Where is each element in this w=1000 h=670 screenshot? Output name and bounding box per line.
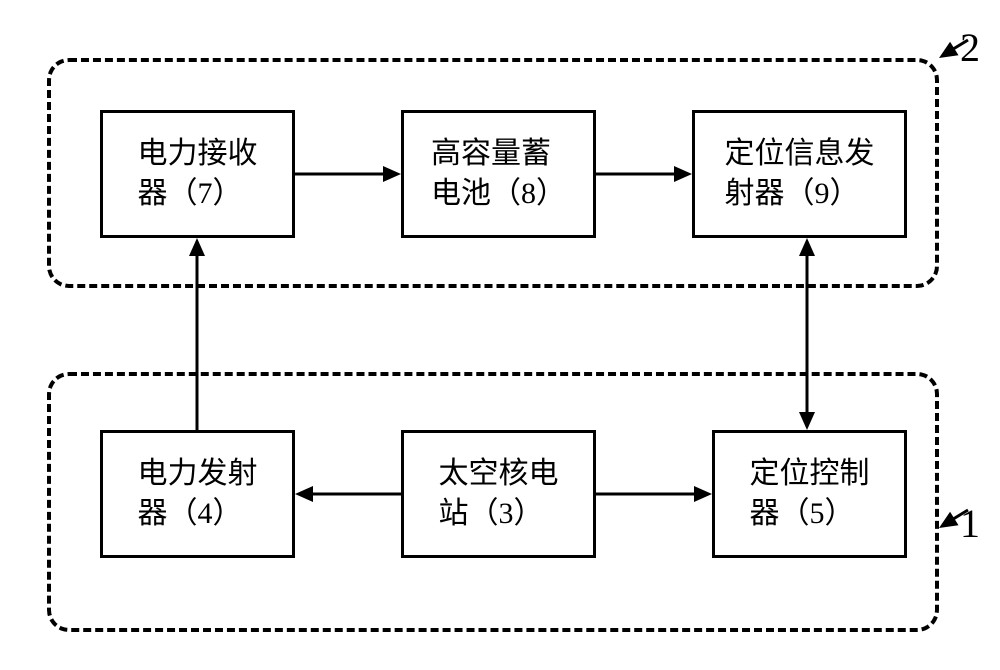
group-label-2: 2: [960, 24, 980, 71]
node-n9-line1: 定位信息发: [725, 134, 875, 175]
node-n3-line2: 站（3）: [439, 494, 559, 535]
node-n4-line2: 器（4）: [138, 494, 258, 535]
node-n8-line1: 高容量蓄: [431, 134, 566, 175]
node-n5-line2: 器（5）: [750, 494, 870, 535]
node-n4-line1: 电力发射: [138, 454, 258, 495]
node-n7-line1: 电力接收: [138, 134, 258, 175]
node-power-transmitter-4: 电力发射 器（4）: [100, 430, 295, 558]
node-n8-line2: 电池（8）: [431, 174, 566, 215]
node-space-nuclear-station-3: 太空核电 站（3）: [401, 430, 596, 558]
node-positioning-controller-5: 定位控制 器（5）: [712, 430, 907, 558]
node-n7-line2: 器（7）: [138, 174, 258, 215]
node-n5-line1: 定位控制: [750, 454, 870, 495]
node-positioning-info-transmitter-9: 定位信息发 射器（9）: [692, 110, 907, 238]
diagram-canvas: 电力接收 器（7） 高容量蓄 电池（8） 定位信息发 射器（9） 电力发射 器（…: [0, 0, 1000, 670]
group-label-1: 1: [960, 500, 980, 547]
node-power-receiver-7: 电力接收 器（7）: [100, 110, 295, 238]
node-high-capacity-battery-8: 高容量蓄 电池（8）: [401, 110, 596, 238]
node-n9-line2: 射器（9）: [725, 174, 875, 215]
node-n3-line1: 太空核电: [439, 454, 559, 495]
